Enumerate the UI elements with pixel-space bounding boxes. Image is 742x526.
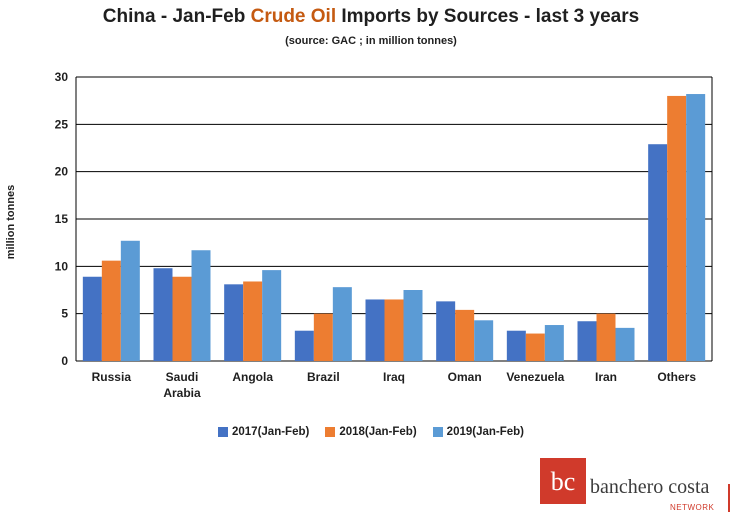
- chart-title-part1: China - Jan-Feb: [102, 6, 251, 27]
- chart-legend: 2017(Jan-Feb) 2018(Jan-Feb) 2019(Jan-Feb): [0, 426, 742, 438]
- bar-2019-jan-feb--2: [262, 270, 282, 361]
- bar-2018-jan-feb--5: [455, 309, 475, 361]
- svg-text:bc: bc: [551, 467, 576, 496]
- legend-item: 2018(Jan-Feb): [325, 426, 417, 438]
- bar-2018-jan-feb--3: [313, 313, 333, 361]
- bar-2018-jan-feb--7: [596, 313, 616, 361]
- bar-chart: 0 5 10 15 20 25 30 Russia Saudi Arabia Angola Brazi…: [55, 70, 713, 400]
- y-tick-label: 30: [55, 70, 69, 84]
- bar-2017-jan-feb--7: [577, 321, 597, 361]
- bar-2017-jan-feb--5: [436, 301, 456, 361]
- bar-2018-jan-feb--6: [525, 333, 545, 361]
- legend-label: 2018(Jan-Feb): [339, 426, 417, 438]
- legend-label: 2019(Jan-Feb): [446, 426, 525, 438]
- x-tick-label: Russia: [92, 370, 132, 384]
- x-tick-label: Arabia: [163, 386, 201, 400]
- legend-swatch: [432, 427, 443, 437]
- y-tick-label: 0: [61, 354, 68, 368]
- bar-2017-jan-feb--0: [82, 276, 102, 361]
- bar-2019-jan-feb--4: [403, 290, 423, 361]
- logo-divider: [728, 484, 730, 512]
- legend-item: 2017(Jan-Feb): [217, 426, 310, 438]
- y-tick-label: 5: [61, 307, 68, 321]
- bar-2019-jan-feb--3: [332, 287, 352, 361]
- x-tick-label: Iran: [595, 370, 617, 384]
- bar-2018-jan-feb--4: [384, 299, 404, 361]
- bar-2018-jan-feb--0: [101, 260, 121, 361]
- x-tick-label: Oman: [448, 370, 482, 384]
- bar-2019-jan-feb--6: [544, 325, 564, 361]
- y-tick-label: 20: [55, 165, 69, 179]
- bar-2018-jan-feb--8: [667, 95, 687, 361]
- x-tick-label: Iraq: [383, 370, 405, 384]
- chart-title-highlight: Crude Oil: [250, 6, 337, 27]
- legend-swatch: [217, 427, 228, 437]
- legend-item: 2019(Jan-Feb): [432, 426, 525, 438]
- banchero-costa-logo: bc banchero costa NETWORK: [540, 456, 740, 518]
- x-tick-label: Angola: [232, 370, 273, 384]
- bar-2017-jan-feb--2: [224, 284, 244, 361]
- bar-2019-jan-feb--1: [191, 250, 211, 361]
- legend-swatch: [325, 427, 336, 437]
- bar-2019-jan-feb--5: [474, 320, 494, 361]
- chart-title: China - Jan-Feb Crude Oil Imports by Sou…: [0, 6, 742, 28]
- chart-subtitle: (source: GAC ; in million tonnes): [285, 35, 457, 47]
- logo-subtext: NETWORK: [670, 503, 715, 512]
- bar-2017-jan-feb--6: [506, 330, 526, 361]
- bar-2018-jan-feb--2: [243, 281, 263, 361]
- bar-2017-jan-feb--3: [294, 330, 314, 361]
- chart-title-part2: Imports by Sources - last 3 years: [336, 6, 640, 27]
- y-tick-label: 10: [55, 259, 69, 273]
- bar-2017-jan-feb--4: [365, 299, 385, 361]
- bar-2018-jan-feb--1: [172, 276, 192, 361]
- bar-2019-jan-feb--8: [686, 94, 706, 361]
- x-tick-label: Others: [657, 370, 696, 384]
- legend-label: 2017(Jan-Feb): [231, 426, 310, 438]
- logo-text: banchero costa: [590, 476, 710, 498]
- x-tick-label: Venezuela: [506, 370, 564, 384]
- logo-mark-icon: bc: [540, 458, 586, 504]
- bar-2019-jan-feb--0: [120, 240, 140, 361]
- bar-2017-jan-feb--8: [648, 144, 668, 361]
- x-tick-label: Brazil: [307, 370, 340, 384]
- y-tick-label: 25: [55, 117, 69, 131]
- x-tick-label: Saudi: [166, 370, 199, 384]
- bar-2019-jan-feb--7: [615, 327, 635, 361]
- y-tick-label: 15: [55, 212, 69, 226]
- bar-2017-jan-feb--1: [153, 268, 173, 361]
